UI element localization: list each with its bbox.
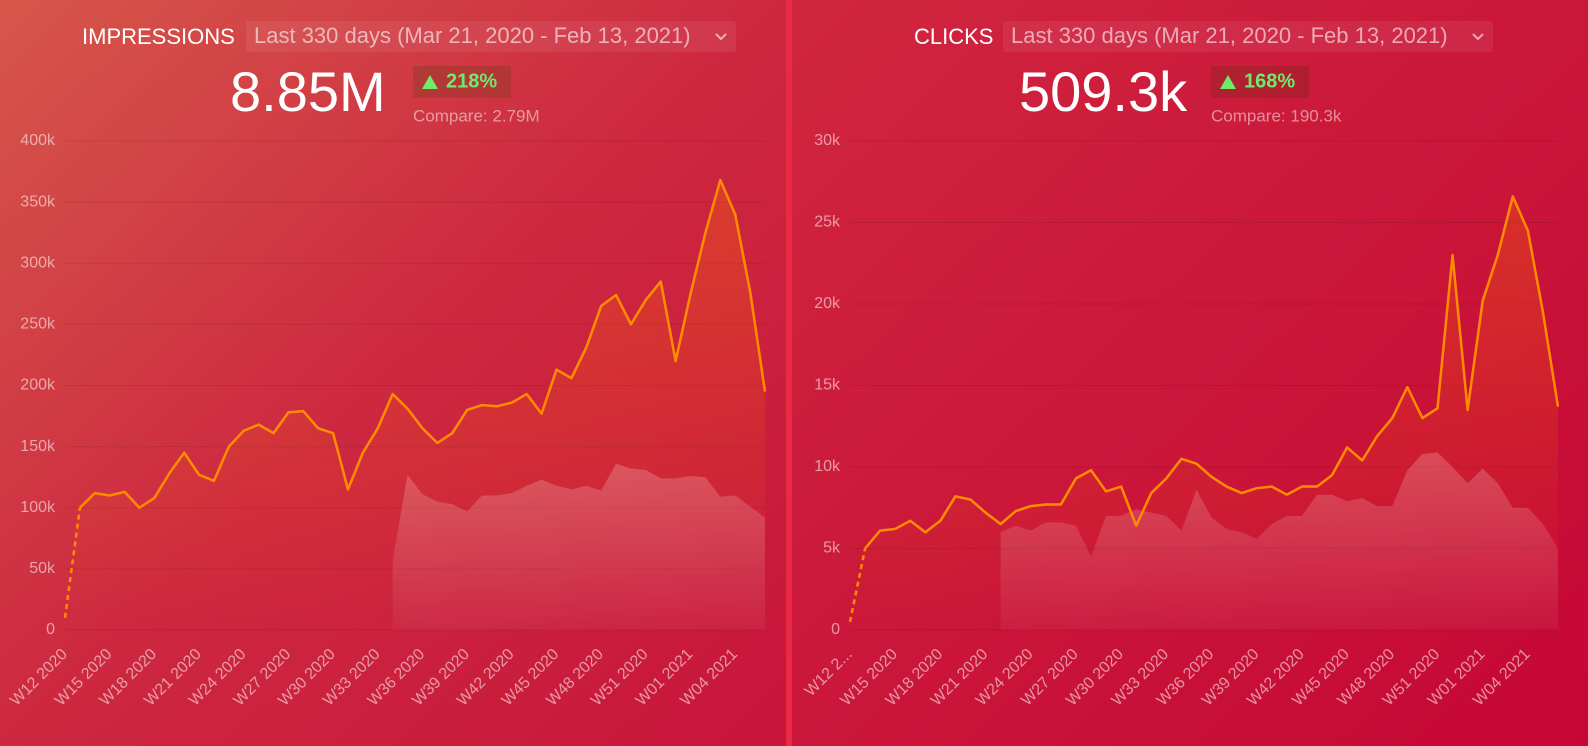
partial-line	[848, 548, 867, 623]
y-tick-label: 15k	[814, 377, 841, 394]
y-tick-label: 350k	[20, 193, 56, 210]
y-tick-label: 0	[46, 621, 55, 638]
total-value: 509.3k	[1019, 60, 1188, 123]
up-arrow-icon	[1220, 75, 1236, 89]
chevron-icon[interactable]	[715, 33, 727, 41]
change-badge	[1211, 66, 1309, 98]
line-area	[850, 196, 1558, 631]
y-tick-label: 50k	[29, 560, 56, 577]
y-tick-label: 150k	[20, 438, 56, 455]
change-value: 218%	[446, 70, 497, 92]
y-tick-label: 10k	[814, 458, 841, 475]
total-value: 8.85M	[230, 60, 386, 123]
compare-value: Compare: 2.79M	[413, 106, 540, 125]
period-dropdown[interactable]	[246, 21, 736, 52]
y-tick-label: 0	[831, 621, 840, 638]
period-label[interactable]: Last 330 days (Mar 21, 2020 - Feb 13, 20…	[254, 23, 691, 48]
y-tick-label: 25k	[814, 214, 841, 231]
line-area	[65, 180, 765, 630]
compare-value: Compare: 190.3k	[1211, 106, 1342, 125]
y-tick-label: 300k	[20, 254, 56, 271]
widget-title: IMPRESSIONS	[82, 24, 235, 49]
period-dropdown[interactable]	[1003, 21, 1493, 52]
up-arrow-icon	[422, 75, 438, 89]
chevron-icon[interactable]	[1472, 33, 1484, 41]
change-badge	[413, 66, 511, 98]
y-tick-label: 100k	[20, 499, 56, 516]
panel-background	[792, 0, 1588, 746]
divider	[786, 0, 792, 746]
y-tick-label: 250k	[20, 316, 56, 333]
y-tick-label: 400k	[20, 132, 56, 149]
line	[79, 178, 767, 509]
line	[864, 195, 1560, 550]
change-value: 168%	[1244, 70, 1295, 92]
y-tick-label: 30k	[814, 132, 841, 149]
widget-title: CLICKS	[914, 24, 993, 49]
y-tick-label: 200k	[20, 377, 56, 394]
y-tick-label: 20k	[814, 295, 841, 312]
partial-line	[63, 507, 82, 618]
period-label[interactable]: Last 330 days (Mar 21, 2020 - Feb 13, 20…	[1011, 23, 1448, 48]
y-tick-label: 5k	[823, 540, 841, 557]
